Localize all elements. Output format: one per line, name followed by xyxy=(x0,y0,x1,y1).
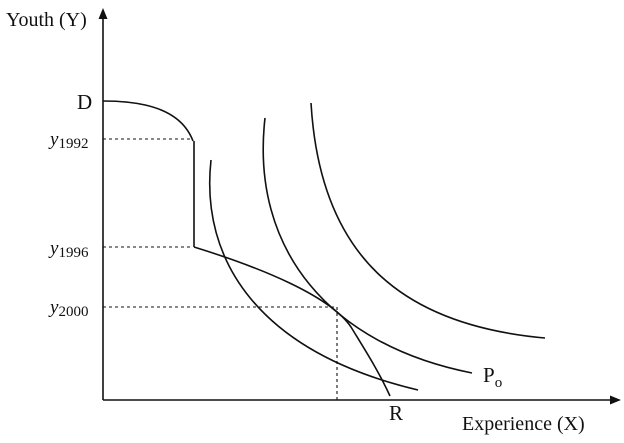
frontier-curve xyxy=(102,100,391,397)
y-axis-title: Youth (Y) xyxy=(6,9,87,31)
label-r: R xyxy=(389,401,403,425)
axes xyxy=(98,8,621,405)
x-axis-title: Experience (X) xyxy=(462,413,585,435)
y-axis-arrow-icon xyxy=(98,8,108,19)
tick-y2000-base: y xyxy=(48,297,59,318)
tick-y2000: y2000 xyxy=(48,297,88,320)
tick-y1992-base: y xyxy=(48,129,59,150)
tick-y1996-base: y xyxy=(48,238,59,259)
label-po-base: P xyxy=(483,363,495,387)
indifference-curves xyxy=(209,102,546,391)
x-axis-arrow-icon xyxy=(610,395,621,405)
indifference-curve-1 xyxy=(209,159,419,391)
indifference-curve-po xyxy=(262,117,473,374)
tick-y2000-sub: 2000 xyxy=(58,304,88,320)
tick-y1996-sub: 1996 xyxy=(58,245,89,261)
frontier-top-arc xyxy=(102,100,194,142)
label-d: D xyxy=(77,90,92,114)
tick-y1996: y1996 xyxy=(48,238,89,261)
frontier-lower-branch xyxy=(193,246,391,397)
tick-y1992: y1992 xyxy=(48,129,88,152)
tick-y1992-sub: 1992 xyxy=(58,136,88,152)
label-po-sub: o xyxy=(495,375,503,391)
label-po: Po xyxy=(483,363,502,391)
indifference-curve-3 xyxy=(310,102,546,339)
guide-lines xyxy=(103,138,338,400)
